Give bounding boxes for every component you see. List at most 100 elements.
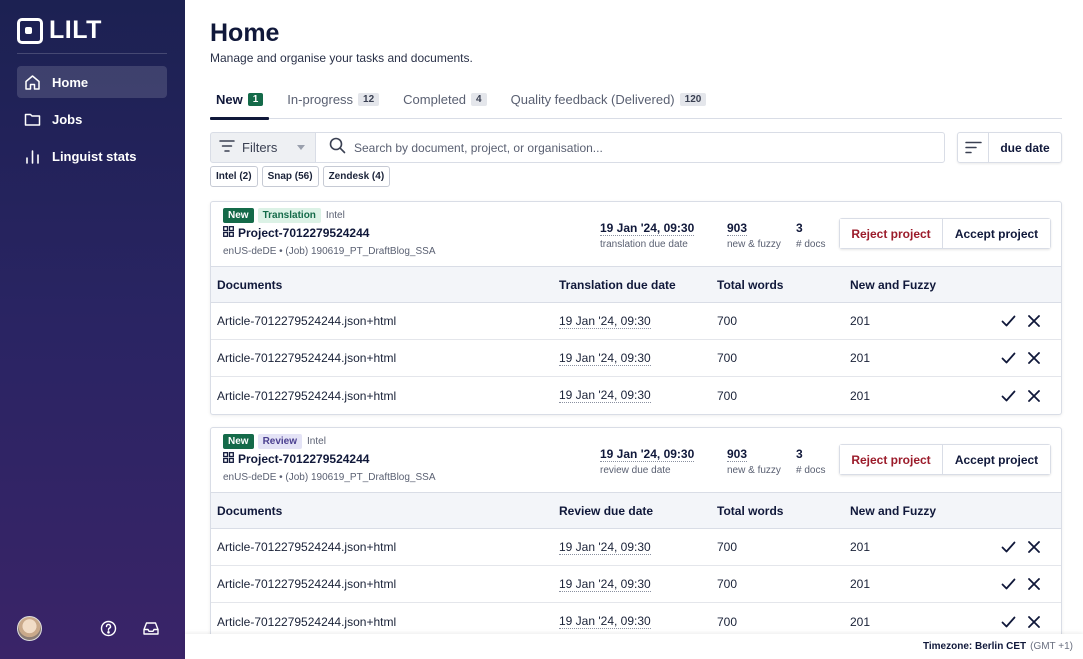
tab-completed[interactable]: Completed 4 <box>397 92 492 119</box>
tab-count-badge: 120 <box>679 93 707 106</box>
words-value: 903 <box>727 221 748 236</box>
row-actions <box>1001 603 1041 640</box>
tab-count-badge: 4 <box>471 93 487 106</box>
document-name[interactable]: Article-7012279524244.json+html <box>217 614 397 629</box>
column-header-documents[interactable]: Documents <box>217 503 283 518</box>
due-date-text: 19 Jan '24, 09:30 <box>559 614 651 629</box>
accept-project-button[interactable]: Accept project <box>943 219 1050 248</box>
column-header-new-fuzzy[interactable]: New and Fuzzy <box>850 503 937 518</box>
search-input[interactable] <box>354 140 914 155</box>
words-stat: 903 new & fuzzy <box>727 219 781 250</box>
project-meta: enUS-deDE • (Job) 190619_PT_DraftBlog_SS… <box>223 472 436 483</box>
reject-project-button[interactable]: Reject project <box>840 445 943 474</box>
column-header-total-words[interactable]: Total words <box>717 277 784 292</box>
main-content: Home Manage and organise your tasks and … <box>185 0 1083 659</box>
tab-new[interactable]: New 1 <box>210 92 270 120</box>
due-date-value: 19 Jan '24, 09:30 <box>600 447 695 462</box>
new-fuzzy-words: 201 <box>850 540 871 554</box>
reject-close-icon[interactable] <box>1026 540 1041 555</box>
total-words: 700 <box>717 314 738 328</box>
help-icon[interactable] <box>98 619 118 639</box>
words-label: new & fuzzy <box>727 239 781 250</box>
accept-check-icon[interactable] <box>1001 314 1016 329</box>
column-header-documents[interactable]: Documents <box>217 277 283 292</box>
chip-intel[interactable]: Intel (2) <box>210 166 258 187</box>
project-actions: Reject project Accept project <box>839 444 1051 475</box>
timezone-label[interactable]: Timezone: Berlin CET <box>922 641 1027 652</box>
document-name[interactable]: Article-7012279524244.json+html <box>217 388 397 403</box>
accept-check-icon[interactable] <box>1001 614 1016 629</box>
sidebar-item-home[interactable]: Home <box>17 66 167 98</box>
document-name[interactable]: Article-7012279524244.json+html <box>217 577 397 591</box>
accept-check-icon[interactable] <box>1001 540 1016 555</box>
chip-zendesk[interactable]: Zendesk (4) <box>322 166 391 187</box>
table-row: Article-7012279524244.json+html 19 Jan '… <box>211 566 1061 603</box>
accept-check-icon[interactable] <box>1001 577 1016 592</box>
tab-label: New <box>216 92 243 107</box>
project-badges: New Review Intel <box>223 434 326 449</box>
total-words: 700 <box>717 351 738 365</box>
reject-close-icon[interactable] <box>1026 614 1041 629</box>
document-name[interactable]: Article-7012279524244.json+html <box>217 351 397 365</box>
filter-icon <box>219 139 235 156</box>
project-name-text: Project-7012279524244 <box>238 452 370 466</box>
total-words: 700 <box>717 614 738 629</box>
new-fuzzy-words: 201 <box>850 351 871 365</box>
document-name[interactable]: Article-7012279524244.json+html <box>217 314 397 328</box>
words-value: 903 <box>727 447 748 462</box>
reject-close-icon[interactable] <box>1026 577 1041 592</box>
sort-control[interactable]: due date <box>957 132 1062 163</box>
column-header-total-words[interactable]: Total words <box>717 503 784 518</box>
avatar[interactable] <box>17 616 42 641</box>
column-header-due-date[interactable]: Review due date <box>559 503 654 518</box>
table-row: Article-7012279524244.json+html 19 Jan '… <box>211 377 1061 414</box>
reject-close-icon[interactable] <box>1026 388 1041 403</box>
reject-close-icon[interactable] <box>1026 314 1041 329</box>
due-date-text: 19 Jan '24, 09:30 <box>559 350 651 366</box>
project-name[interactable]: Project-7012279524244 <box>223 226 369 240</box>
due-date-stat: 19 Jan '24, 09:30 review due date <box>600 445 695 476</box>
new-fuzzy-words: 201 <box>850 614 871 629</box>
lilt-logo[interactable]: LILT <box>17 16 102 45</box>
inbox-icon[interactable] <box>141 619 161 639</box>
sidebar-item-jobs[interactable]: Jobs <box>17 103 167 135</box>
document-due-date: 19 Jan '24, 09:30 <box>559 377 651 414</box>
sidebar-divider <box>17 53 167 54</box>
sort-icon[interactable] <box>958 133 989 162</box>
sidebar-item-linguist-stats[interactable]: Linguist stats <box>17 140 167 172</box>
page-title: Home <box>210 19 280 47</box>
accept-project-button[interactable]: Accept project <box>943 445 1050 474</box>
column-header-due-date[interactable]: Translation due date <box>559 277 676 292</box>
tab-count-badge: 1 <box>247 93 264 106</box>
document-name[interactable]: Article-7012279524244.json+html <box>217 540 397 554</box>
document-due-date: 19 Jan '24, 09:30 <box>559 340 651 376</box>
sidebar-footer <box>17 616 167 641</box>
docs-label: # docs <box>796 239 826 250</box>
docs-stat: 3 # docs <box>796 445 825 476</box>
tab-count-badge: 12 <box>358 93 380 106</box>
table-row: Article-7012279524244.json+html 19 Jan '… <box>211 303 1061 340</box>
timezone-bar: Timezone: Berlin CET (GMT +1) <box>185 634 1083 659</box>
docs-stat: 3 # docs <box>796 219 825 250</box>
docs-value: 3 <box>796 221 803 235</box>
tab-quality-feedback[interactable]: Quality feedback (Delivered) 120 <box>505 92 713 119</box>
chip-snap[interactable]: Snap (56) <box>261 166 319 187</box>
total-words: 700 <box>717 577 738 591</box>
project-name[interactable]: Project-7012279524244 <box>223 452 369 466</box>
column-header-new-fuzzy[interactable]: New and Fuzzy <box>850 277 937 292</box>
reject-close-icon[interactable] <box>1026 351 1041 366</box>
new-fuzzy-words: 201 <box>850 314 871 328</box>
table-header: Documents Review due date Total words Ne… <box>211 492 1061 529</box>
project-name-text: Project-7012279524244 <box>238 226 370 240</box>
tab-in-progress[interactable]: In-progress 12 <box>281 92 385 119</box>
accept-check-icon[interactable] <box>1001 388 1016 403</box>
toolbar: Filters due date <box>210 132 1062 163</box>
total-words: 700 <box>717 540 738 554</box>
accept-check-icon[interactable] <box>1001 351 1016 366</box>
filters-dropdown[interactable]: Filters <box>210 132 316 163</box>
chevron-down-icon <box>297 145 305 150</box>
tab-label: Quality feedback (Delivered) <box>510 92 675 107</box>
reject-project-button[interactable]: Reject project <box>840 219 943 248</box>
sort-label: due date <box>1000 140 1050 155</box>
new-badge: New <box>223 208 254 223</box>
